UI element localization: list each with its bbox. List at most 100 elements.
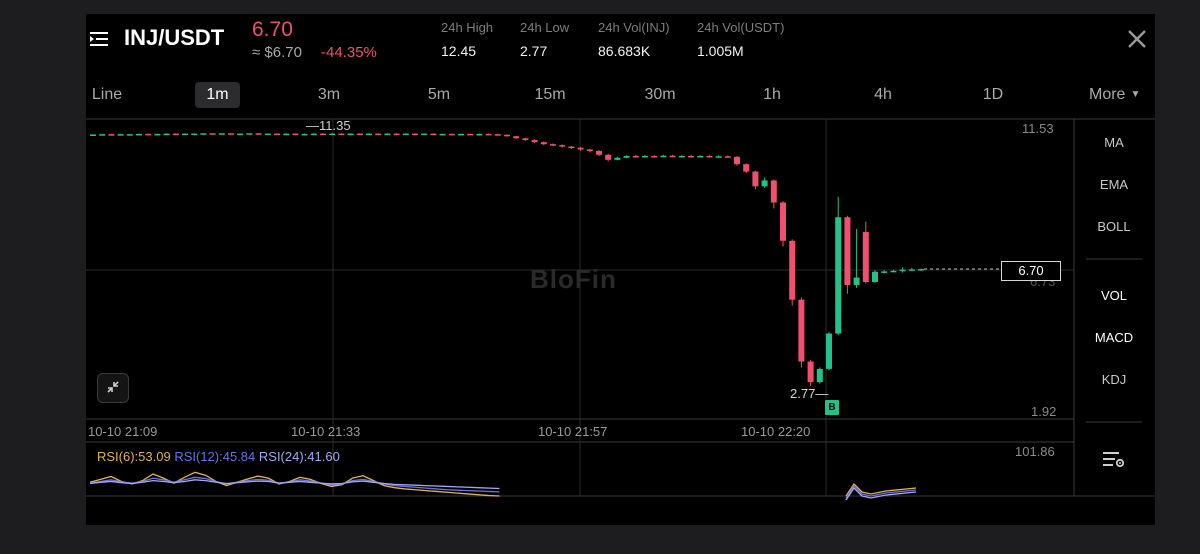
stat-24h-low: 24h Low 2.77	[520, 20, 569, 59]
candle-body	[310, 133, 317, 136]
tab-4h[interactable]: 4h	[874, 86, 892, 103]
candle	[375, 133, 382, 136]
candle	[881, 270, 888, 274]
candle-body	[99, 134, 106, 136]
candle	[770, 179, 777, 209]
candle	[623, 155, 630, 159]
candle-body	[274, 133, 280, 136]
candle	[752, 170, 759, 190]
candle-body	[163, 133, 170, 136]
candle-body	[798, 299, 805, 362]
candle-body	[191, 133, 198, 136]
indicator-macd[interactable]: MACD	[1094, 330, 1134, 345]
indicator-vol[interactable]: VOL	[1100, 288, 1127, 303]
rsi12-label: RSI(12):45.84	[174, 449, 256, 464]
rsi-max-value: 101.86	[1015, 444, 1055, 459]
tab-1h[interactable]: 1h	[763, 86, 781, 103]
rsi-line	[845, 484, 917, 499]
candle	[890, 269, 897, 273]
candle-body	[356, 133, 363, 136]
menu-icon[interactable]	[90, 30, 108, 48]
candle-body	[393, 133, 400, 136]
candle	[99, 133, 106, 136]
candle-series	[90, 133, 1001, 386]
candle-body	[908, 269, 915, 271]
candle-body	[688, 155, 694, 158]
x-tick: 10-10 21:33	[291, 424, 361, 439]
candle	[448, 133, 455, 136]
tab-line[interactable]: Line	[91, 86, 123, 103]
candle-body	[467, 133, 474, 136]
chart-modal: INJ/USDT 6.70 ≈ $6.70 -44.35% 24h High 1…	[86, 14, 1155, 525]
candle	[688, 155, 694, 158]
candle-body	[559, 145, 566, 147]
candle	[430, 133, 437, 136]
candle	[844, 215, 851, 294]
candle-body	[200, 133, 207, 135]
candle	[494, 133, 501, 136]
candle	[761, 177, 768, 188]
candlestick-chart[interactable]	[86, 14, 1155, 525]
indicator-ema[interactable]: EMA	[1099, 177, 1129, 192]
candle-body	[770, 180, 777, 203]
indicator-boll[interactable]: BOLL	[1097, 219, 1131, 234]
candle-body	[126, 134, 133, 136]
indicator-settings-icon[interactable]	[1101, 448, 1127, 472]
indicator-kdj[interactable]: KDJ	[1101, 372, 1127, 387]
candle	[310, 133, 317, 136]
candle	[642, 155, 648, 158]
candle-body	[283, 133, 290, 136]
candle	[338, 133, 345, 136]
rsi-line	[89, 476, 500, 493]
candle-body	[816, 368, 823, 383]
timeframe-tabs: Line 1m 3m 5m 15m 30m 1h 4h 1D More ▼	[86, 82, 1155, 108]
candle-body	[899, 269, 906, 272]
candle-body	[853, 277, 860, 285]
candle	[172, 133, 179, 136]
candle-body	[145, 133, 152, 136]
more-timeframes-button[interactable]: More ▼	[1089, 82, 1140, 108]
stat-label: 24h Vol(INJ)	[598, 20, 670, 35]
buy-marker[interactable]: B	[825, 400, 839, 415]
candle	[209, 133, 216, 135]
candle-body	[439, 133, 446, 136]
high-price-value: 11.35	[319, 118, 351, 133]
tab-5m[interactable]: 5m	[427, 86, 451, 103]
candle	[816, 367, 823, 384]
tab-1d[interactable]: 1D	[982, 86, 1004, 103]
tab-15m[interactable]: 15m	[534, 86, 566, 103]
tab-1m[interactable]: 1m	[195, 82, 240, 108]
rsi-line	[845, 482, 917, 497]
tab-3m[interactable]: 3m	[317, 86, 341, 103]
candle	[743, 163, 750, 174]
candle	[614, 156, 621, 161]
x-tick: 10-10 21:57	[538, 424, 608, 439]
candle-body	[734, 156, 740, 165]
pair-name[interactable]: INJ/USDT	[124, 25, 225, 50]
candle	[513, 135, 520, 139]
collapse-icon[interactable]	[97, 373, 129, 403]
candle-body	[651, 155, 658, 158]
candle-body	[209, 133, 216, 135]
candle-body	[264, 133, 271, 136]
tab-30m[interactable]: 30m	[644, 86, 676, 103]
candle-body	[835, 217, 842, 334]
stat-value: 1.005M	[697, 43, 744, 59]
candle-body	[844, 217, 851, 285]
candle-body	[154, 133, 161, 136]
candle-body	[660, 155, 667, 158]
stat-24h-high: 24h High 12.45	[441, 20, 493, 59]
close-icon[interactable]	[1126, 28, 1148, 50]
candle	[605, 153, 612, 162]
candle	[301, 133, 308, 136]
candle-body	[494, 134, 501, 136]
stat-label: 24h Vol(USDT)	[697, 20, 785, 35]
candle-body	[292, 133, 299, 136]
candle	[531, 139, 538, 144]
indicator-ma[interactable]: MA	[1104, 135, 1124, 150]
y-tick: 11.53	[1022, 121, 1054, 136]
candle	[559, 144, 566, 148]
caret-down-icon: ▼	[1130, 89, 1141, 100]
candle-body	[301, 133, 308, 136]
candle-body	[513, 136, 520, 139]
